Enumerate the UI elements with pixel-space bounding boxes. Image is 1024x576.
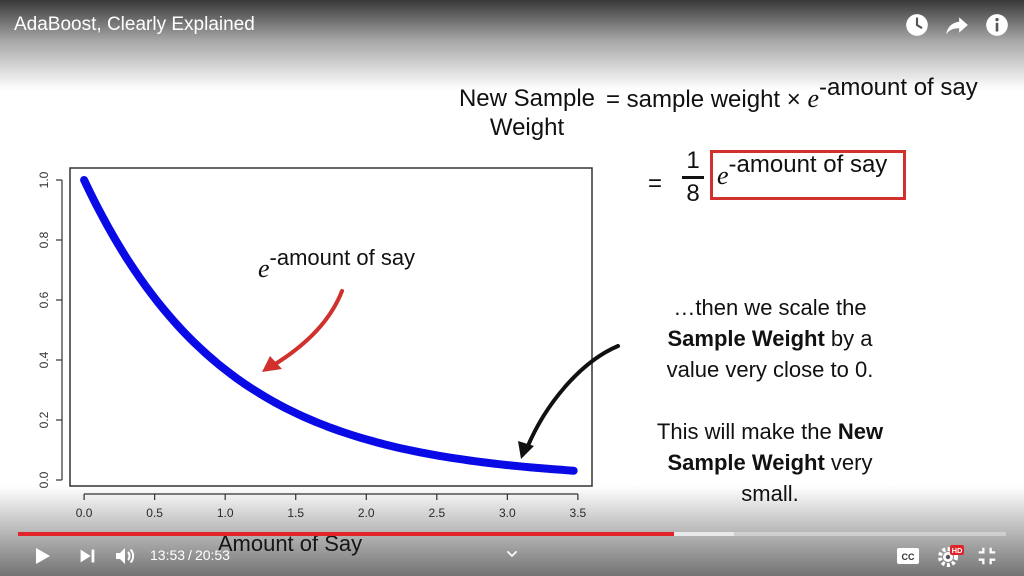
explanation-line-4-pre: This will make the [656,419,838,444]
explanation-line-5: Sample Weight very [630,447,910,478]
explanation-bold-1: Sample Weight [667,326,825,351]
fraction-bar [682,176,704,179]
boxed-e: e [717,161,729,190]
controls-gradient [0,486,1024,576]
explanation-text: …then we scale the Sample Weight by a va… [630,292,910,509]
formula-rhs: = sample weight × e-amount of say [606,74,978,114]
captions-icon[interactable]: CC [896,545,920,567]
curve-label-exponent: -amount of say [269,245,416,270]
y-tick-label: 0.2 [37,411,51,428]
exit-fullscreen-icon[interactable] [976,545,998,567]
y-tick-label: 1.0 [37,171,51,188]
highlighted-term-box: e-amount of say [710,150,906,200]
curve-label: e-amount of say [258,245,415,284]
svg-text:CC: CC [902,552,915,562]
curve-label-e: e [258,254,270,283]
share-icon[interactable] [944,12,970,38]
explanation-line-1: …then we scale the [673,295,867,320]
black-arrow-shaft [525,344,620,450]
y-tick-label: 0.4 [37,351,51,368]
explanation-line-4: This will make the New [630,416,910,447]
formula-equals: = [648,170,663,197]
explanation-bold-2: New [837,419,884,444]
formula-lhs: New Sample Weight [452,84,602,142]
explanation-line-5-rest: very [824,450,873,475]
video-title[interactable]: AdaBoost, Clearly Explained [14,14,255,35]
plot-frame [69,167,593,487]
red-arrow-shaft [270,289,344,368]
explanation-line-2: Sample Weight by a [630,323,910,354]
top-bar-gradient [0,0,1024,90]
formula-lhs-line2: Weight [489,114,565,141]
fraction-denominator: 8 [686,180,700,207]
quality-badge: HD [952,546,963,555]
red-arrow-head [262,356,282,372]
top-controls [904,12,1010,38]
formula-exponent: -amount of say [819,74,978,101]
chart-axes: 0.00.51.01.52.02.53.03.50.00.20.40.60.81… [37,171,587,520]
y-tick-label: 0.8 [37,231,51,248]
fraction-numerator: 1 [686,147,700,174]
settings-icon[interactable]: HD [936,543,964,569]
current-time: 13:53 [150,547,186,563]
progress-played [18,532,675,536]
boxed-exponent: -amount of say [728,151,888,178]
time-display: 13:53/20:53 [150,547,230,563]
play-icon[interactable] [30,544,54,568]
chevron-down-icon[interactable] [504,546,520,562]
explanation-bold-3: Sample Weight [667,450,825,475]
fraction: 1 8 [682,148,704,207]
black-arrow-head [518,441,534,459]
next-icon[interactable] [76,545,98,567]
explanation-gap [630,385,910,416]
formula-e: e [807,84,819,113]
decay-curve [80,176,578,475]
watch-later-icon[interactable] [904,12,930,38]
formula-rhs-prefix: = sample weight × [606,86,801,113]
duration: 20:53 [194,547,230,563]
explanation-line-3: value very close to 0. [666,357,874,382]
info-icon[interactable] [984,12,1010,38]
explanation-line-2-rest: by a [824,326,873,351]
volume-icon[interactable] [113,544,137,568]
time-separator: / [188,547,192,563]
formula-lhs-line1: New Sample [458,85,596,112]
y-tick-label: 0.6 [37,291,51,308]
progress-bar[interactable] [18,532,1006,536]
